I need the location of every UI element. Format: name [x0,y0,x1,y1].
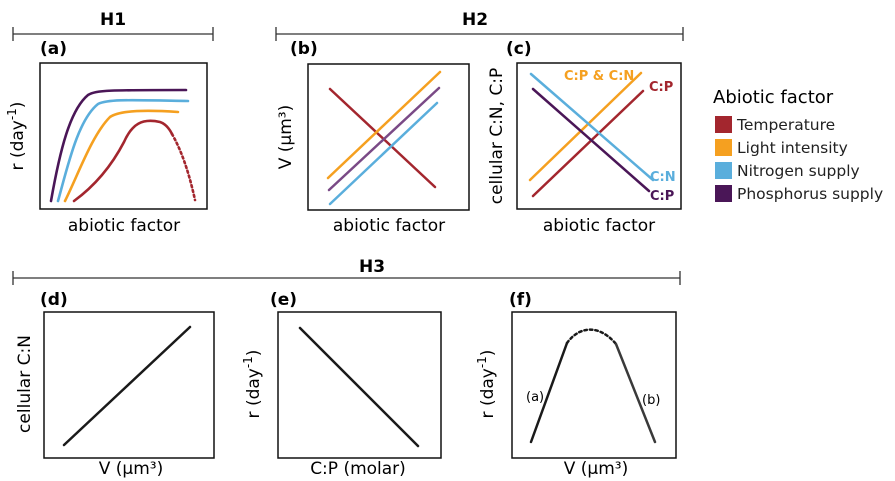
legend-swatch [715,162,732,179]
legend-item-light: Light intensity [715,139,848,157]
panel-b-tag: (b) [290,39,318,59]
panel-e-ylabel-end: ) [244,350,264,357]
panel-c-lines [528,71,655,198]
panel-f-right-line [614,342,657,444]
legend-label: Light intensity [737,139,848,157]
h2-label: H2 [462,10,488,30]
panel-a-frame [39,62,208,210]
panel-f-tag: (f) [509,290,532,310]
panel-d-frame [43,311,215,459]
panel-a-ylabel-end: ) [8,102,28,109]
panel-d-line [62,325,192,447]
label-cp-bottom: C:P [650,189,674,204]
temperature-line-c [531,89,645,198]
panel-c-tag: (c) [506,39,532,59]
panel-e-frame [277,311,442,459]
legend-item-nitrogen: Nitrogen supply [715,162,860,180]
label-cp-top: C:P [649,80,673,95]
temperature-curve-dotted [170,132,197,202]
h1-label: H1 [100,10,126,30]
light-line-c [528,71,643,182]
panel-b-frame [307,63,470,211]
panel-d-tag: (d) [40,290,68,310]
light-line [326,70,442,180]
phosphorus-line-c [531,87,651,193]
phosphorus-line [327,86,441,192]
panel-f-ylabel-end: ) [478,350,498,357]
panel-f-xlabel: V (µm³) [564,459,629,479]
panel-a-tag: (a) [40,39,67,59]
legend-label: Nitrogen supply [737,162,860,180]
panel-c-xlabel: abiotic factor [543,216,655,236]
panel-f-ylabel: r (day-1) [475,350,498,419]
panel-d-xlabel: V (µm³) [99,459,164,479]
panel-e-ylabel-sup: -1 [241,356,255,368]
temperature-curve [72,119,174,203]
label-cn: C:N [650,170,676,185]
svg-text:r (day-1): r (day-1) [475,350,498,419]
h3-bracket [12,271,681,285]
h1-bracket [12,27,214,41]
panel-c-frame [516,62,682,210]
panel-c-ylabel: cellular C:N, C:P [487,68,507,205]
panel-a-ylabel-sup: -1 [5,108,19,120]
panel-e-ylabel: r (day-1) [241,350,264,419]
h3-label: H3 [359,257,385,277]
legend-item-phosphorus: Phosphorus supply [715,185,883,203]
panel-b-ylabel: V (µm³) [276,105,296,170]
panel-f-ylabel-sup: -1 [475,356,489,368]
legend-swatch [715,116,732,133]
panel-e-line [298,326,420,448]
panel-f-curve [529,328,657,444]
legend-item-temperature: Temperature [715,116,835,134]
nitrogen-curve [56,98,190,203]
legend-title: Abiotic factor [713,87,834,108]
nitrogen-line [328,101,439,206]
temperature-line [328,87,437,189]
label-cp-cn: C:P & C:N [564,69,634,84]
legend-label: Phosphorus supply [737,185,883,203]
h2-bracket [275,27,684,41]
light-curve [63,109,180,203]
panel-f-frame [511,311,677,459]
panel-e-xlabel: C:P (molar) [310,459,406,479]
svg-text:r (day-1): r (day-1) [241,350,264,419]
legend-label: Temperature [736,116,835,134]
phosphorus-curve [49,88,188,203]
panel-d-ylabel: cellular C:N [15,335,35,433]
panel-b-xlabel: abiotic factor [333,216,445,236]
panel-e-tag: (e) [270,290,297,310]
panel-a-curves [49,88,197,203]
panel-f-ylabel-base: r (day [478,368,498,418]
panel-f-label-left: (a) [526,390,544,405]
nitrogen-line-c [529,72,655,182]
panel-a-ylabel: r (day-1) [5,102,28,171]
legend-swatch [715,185,732,202]
panel-a-xlabel: abiotic factor [68,216,180,236]
panel-b-lines [326,70,442,206]
panel-a-ylabel-base: r (day [8,120,28,170]
legend-swatch [715,139,732,156]
panel-f-label-right: (b) [642,393,660,408]
panel-f-left-line [529,341,569,444]
panel-e-ylabel-base: r (day [244,368,264,418]
panel-f-dotted-peak [565,328,618,346]
svg-text:r (day-1): r (day-1) [5,102,28,171]
